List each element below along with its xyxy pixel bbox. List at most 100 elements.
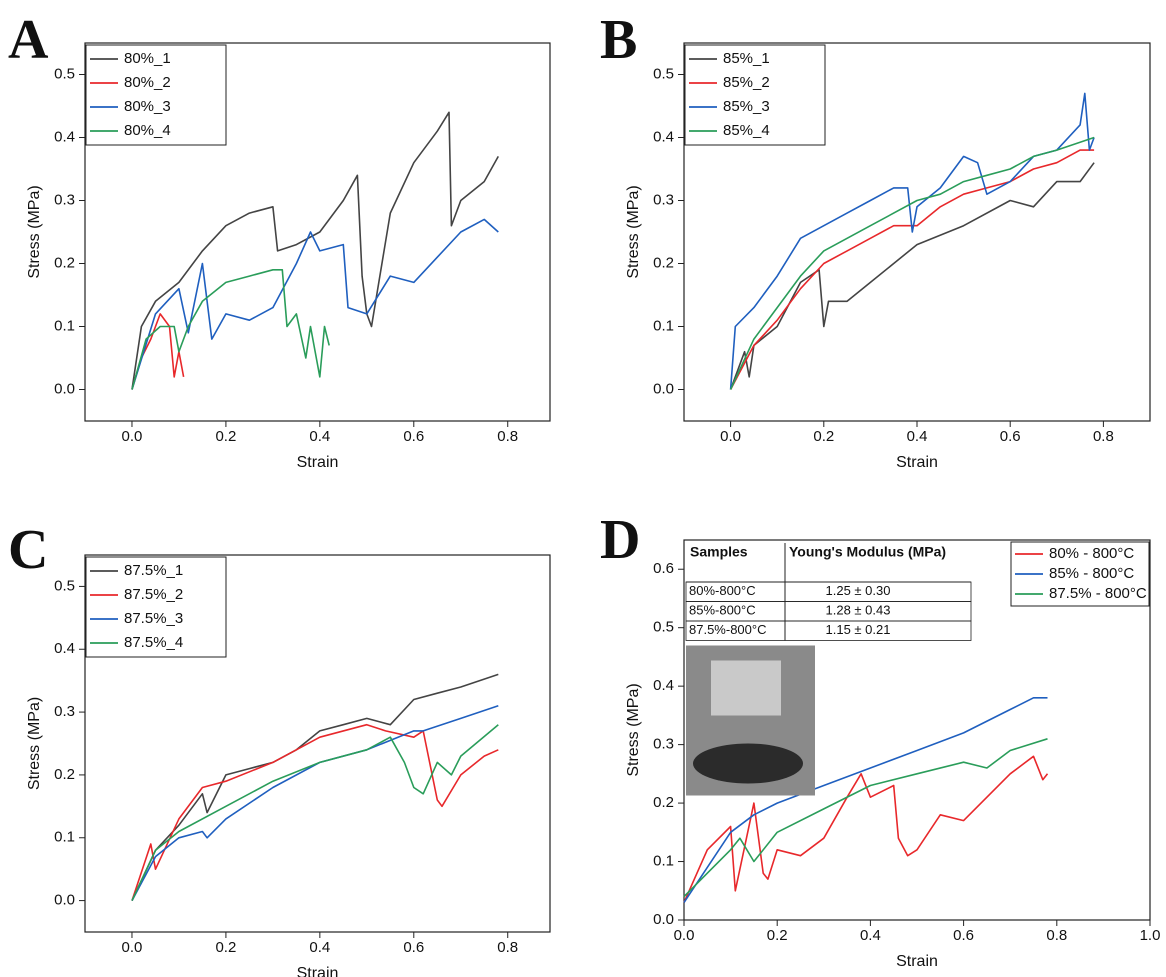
legend-label: 85%_2 <box>723 74 770 91</box>
plot-frame <box>84 554 551 933</box>
data-line <box>131 111 499 390</box>
photo-plate <box>693 743 803 784</box>
y-tick-label: 0.0 <box>653 911 674 928</box>
y-tick-label: 0.1 <box>54 829 75 846</box>
panel: D 0.0 0.2 0.4 0.6 0.8 1.0 0.0 0.1 0.2 0.3 0.4 0.5 0.6… <box>600 509 1160 970</box>
y-tick-label: 0.2 <box>54 254 75 271</box>
x-tick-label: 0.2 <box>215 939 236 956</box>
y-tick-label: 0.0 <box>54 380 75 397</box>
x-tick-label: 0.0 <box>674 927 695 944</box>
legend-box <box>85 44 227 146</box>
panel-letter: A <box>8 9 49 71</box>
x-tick-label: 0.2 <box>813 428 834 445</box>
y-axis-title: Stress (MPa) <box>625 683 642 776</box>
x-tick-label: 0.4 <box>860 927 881 944</box>
x-tick-label: 0.4 <box>309 939 330 956</box>
data-line <box>131 724 499 901</box>
legend-label: 80%_4 <box>124 122 171 139</box>
panel-letter: B <box>600 9 637 71</box>
modulus-table: Samples Young's Modulus (MPa) 80%-800°C 1.2… <box>685 543 972 641</box>
x-tick-label: 0.2 <box>215 428 236 445</box>
panel-letter: D <box>600 509 640 571</box>
table-row <box>685 620 972 641</box>
legend-label: 87.5%_3 <box>124 610 183 627</box>
legend-label: 85% - 800°C <box>1049 565 1134 582</box>
data-line <box>683 738 1048 898</box>
x-tick-label: 0.0 <box>122 428 143 445</box>
table-cell: 85%-800°C <box>689 603 756 618</box>
legend-label: 80%_2 <box>124 74 171 91</box>
legend-label: 85%_3 <box>723 98 770 115</box>
x-axis-title: Strain <box>297 454 339 471</box>
x-tick-label: 0.6 <box>953 927 974 944</box>
x-tick-label: 0.8 <box>497 939 518 956</box>
legend-label: 80%_1 <box>124 50 171 67</box>
y-tick-label: 0.5 <box>653 65 674 82</box>
x-tick-label: 0.4 <box>907 428 928 445</box>
legend-label: 80%_3 <box>124 98 171 115</box>
x-tick-label: 0.8 <box>1093 428 1114 445</box>
y-tick-label: 0.3 <box>653 736 674 753</box>
plot-frame <box>683 539 1151 921</box>
x-tick-label: 1.0 <box>1140 927 1161 944</box>
y-tick-label: 0.4 <box>653 677 674 694</box>
x-tick-label: 0.0 <box>122 939 143 956</box>
y-tick-label: 0.2 <box>54 766 75 783</box>
y-tick-label: 0.4 <box>54 128 75 145</box>
table-cell: 1.25 ± 0.30 <box>826 583 891 598</box>
y-tick-label: 0.3 <box>653 191 674 208</box>
y-tick-label: 0.0 <box>54 892 75 909</box>
y-tick-label: 0.1 <box>653 317 674 334</box>
data-line <box>729 149 1095 390</box>
x-axis-title: Strain <box>896 454 938 471</box>
table-cell: 87.5%-800°C <box>689 622 766 637</box>
x-tick-label: 0.8 <box>497 428 518 445</box>
data-line <box>131 313 185 390</box>
y-tick-label: 0.5 <box>653 619 674 636</box>
y-tick-label: 0.1 <box>54 317 75 334</box>
data-line <box>683 697 1048 903</box>
x-tick-label: 0.4 <box>309 428 330 445</box>
plot-frame <box>84 42 551 422</box>
table-cell: 1.15 ± 0.21 <box>826 622 891 637</box>
data-line <box>729 92 1095 390</box>
legend-label: 87.5%_1 <box>124 562 183 579</box>
x-tick-label: 0.0 <box>720 428 741 445</box>
y-tick-label: 0.3 <box>54 703 75 720</box>
panel: A 0.0 0.2 0.4 0.6 0.8 0.0 0.1 0.2 0.3 0.4 0.5 Strain… <box>8 9 551 471</box>
x-tick-label: 0.6 <box>403 428 424 445</box>
data-line <box>131 705 499 901</box>
x-tick-label: 0.6 <box>1000 428 1021 445</box>
y-tick-label: 0.6 <box>653 560 674 577</box>
table-cell: 80%-800°C <box>689 583 756 598</box>
panel: C 0.0 0.2 0.4 0.6 0.8 0.0 0.1 0.2 0.3 0.4 0.5 Strain… <box>8 519 551 977</box>
data-line <box>729 136 1095 390</box>
data-line <box>131 673 499 901</box>
photo-press <box>711 660 781 716</box>
panel: B 0.0 0.2 0.4 0.6 0.8 0.0 0.1 0.2 0.3 0.4 0.5 Strain… <box>600 9 1151 471</box>
x-tick-label: 0.6 <box>403 939 424 956</box>
legend-label: 80% - 800°C <box>1049 545 1134 562</box>
data-line <box>729 162 1095 390</box>
data-line <box>131 218 499 390</box>
y-tick-label: 0.1 <box>653 853 674 870</box>
panel-letter: C <box>8 519 48 581</box>
y-tick-label: 0.2 <box>653 254 674 271</box>
table-header: Young's Modulus (MPa) <box>789 544 946 560</box>
y-tick-label: 0.5 <box>54 65 75 82</box>
legend-label: 87.5%_2 <box>124 586 183 603</box>
legend-label: 87.5% - 800°C <box>1049 585 1147 602</box>
y-tick-label: 0.4 <box>653 128 674 145</box>
legend-label: 85%_4 <box>723 122 770 139</box>
y-axis-title: Stress (MPa) <box>26 697 43 790</box>
table-header: Samples <box>690 544 748 560</box>
legend-box <box>684 44 826 146</box>
x-tick-label: 0.2 <box>767 927 788 944</box>
y-tick-label: 0.3 <box>54 191 75 208</box>
y-tick-label: 0.2 <box>653 794 674 811</box>
legend-box <box>85 556 227 658</box>
y-axis-title: Stress (MPa) <box>26 185 43 278</box>
data-line <box>131 269 330 390</box>
legend-label: 87.5%_4 <box>124 634 183 651</box>
